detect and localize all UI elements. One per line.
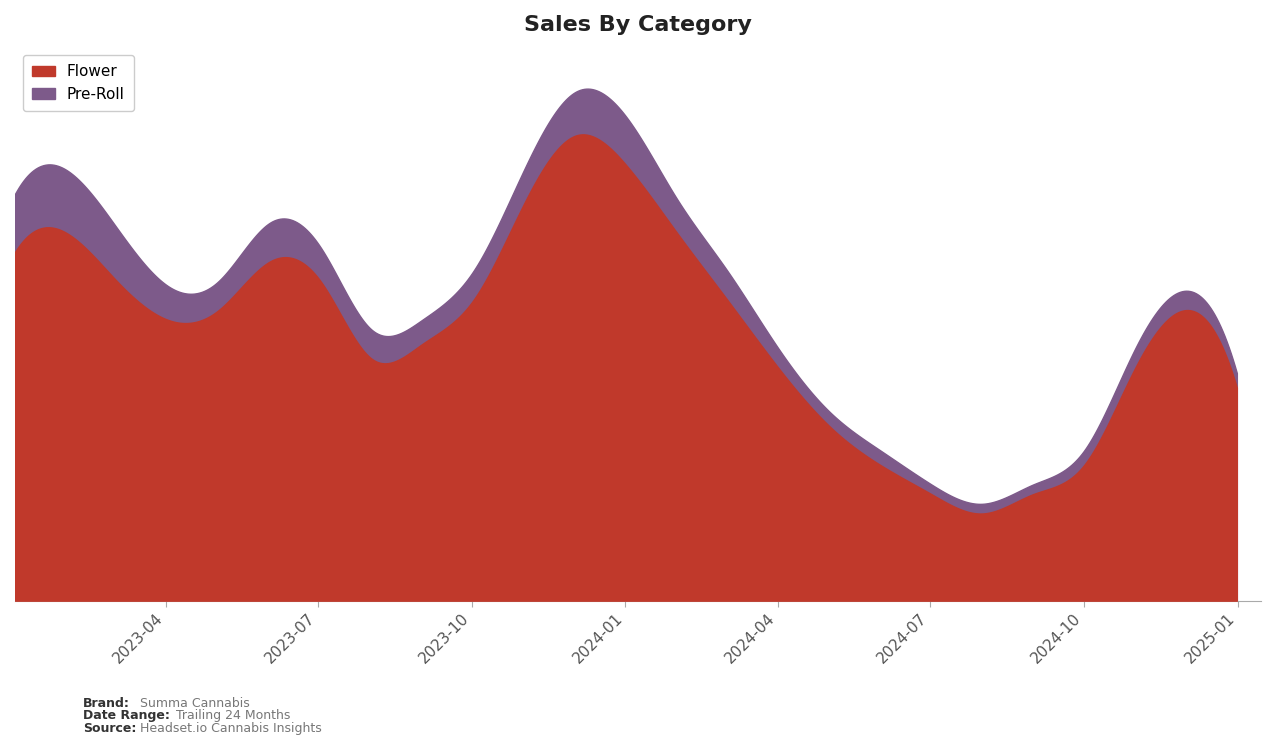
Text: Headset.io Cannabis Insights: Headset.io Cannabis Insights [140, 722, 322, 735]
Text: Brand:: Brand: [83, 696, 130, 710]
Legend: Flower, Pre-Roll: Flower, Pre-Roll [23, 56, 134, 111]
Text: Summa Cannabis: Summa Cannabis [140, 696, 250, 710]
Text: Source:: Source: [83, 722, 137, 735]
Title: Sales By Category: Sales By Category [524, 15, 752, 35]
Text: Date Range:: Date Range: [83, 709, 170, 722]
Text: Trailing 24 Months: Trailing 24 Months [176, 709, 291, 722]
